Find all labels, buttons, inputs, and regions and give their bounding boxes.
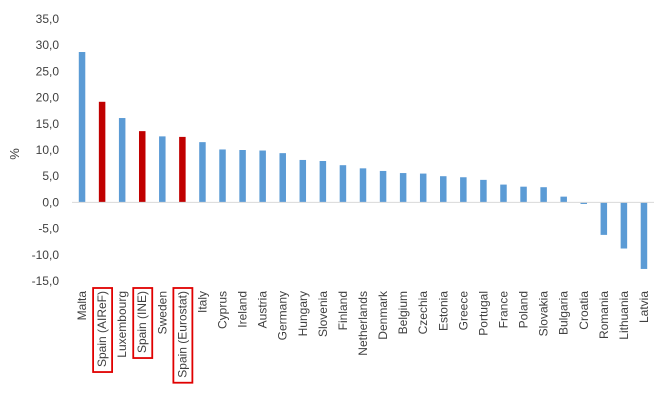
- x-tick-label-austria: Austria: [256, 291, 270, 329]
- x-tick-label-malta: Malta: [75, 291, 89, 321]
- x-tick-label-france: France: [496, 291, 510, 329]
- x-tick-label-denmark: Denmark: [376, 290, 390, 340]
- x-tick-label-spain-ine: Spain (INE): [135, 291, 149, 353]
- x-tick-label-bulgaria: Bulgaria: [557, 291, 571, 335]
- bar-estonia: [440, 176, 447, 203]
- bar-malta: [78, 52, 86, 203]
- bar-poland: [520, 186, 527, 203]
- x-tick-label-greece: Greece: [456, 291, 470, 331]
- x-tick-label-sweden: Sweden: [155, 291, 169, 334]
- bar-france: [500, 184, 507, 203]
- y-tick-label: 20,0: [36, 91, 60, 105]
- y-tick-label: 30,0: [36, 38, 60, 52]
- bar-spain-airef: [98, 101, 106, 203]
- bar-portugal: [480, 179, 487, 203]
- x-tick-label-cyprus: Cyprus: [216, 291, 230, 329]
- x-tick-label-germany: Germany: [276, 291, 290, 340]
- x-tick-label-czechia: Czechia: [416, 291, 430, 335]
- bar-slovenia: [319, 161, 327, 203]
- y-tick-label: 10,0: [36, 143, 60, 157]
- x-tick-label-poland: Poland: [517, 291, 531, 328]
- y-axis-ticks: 35,0 30,0 25,0 20,0 15,0 10,0 5,0 0,0 -5,0 -10,0 -…: [32, 12, 60, 288]
- bar-cyprus: [219, 149, 226, 203]
- x-tick-label-hungary: Hungary: [296, 291, 310, 336]
- bar-ireland: [239, 150, 246, 203]
- highlight-box-spain-ine: [132, 287, 154, 359]
- bar-italy: [199, 142, 206, 203]
- x-tick-label-latvia: Latvia: [637, 291, 651, 323]
- x-tick-label-finland: Finland: [336, 291, 350, 330]
- y-tick-label: -10,0: [32, 248, 60, 262]
- bar-germany: [279, 153, 286, 203]
- bar-latvia: [640, 202, 648, 269]
- x-tick-label-slovakia: Slovakia: [537, 291, 551, 337]
- bar-spain-ine: [138, 131, 146, 203]
- y-tick-label: 35,0: [36, 12, 60, 26]
- x-tick-label-netherlands: Netherlands: [356, 291, 370, 356]
- x-tick-label-luxembourg: Luxembourg: [115, 291, 129, 358]
- bar-austria: [259, 150, 266, 203]
- bar-belgium: [399, 173, 407, 203]
- bar-spain-eurostat: [179, 136, 186, 203]
- y-tick-label: 15,0: [36, 117, 60, 131]
- x-tick-label-romania: Romania: [597, 291, 611, 339]
- x-tick-label-portugal: Portugal: [476, 291, 490, 336]
- x-axis-labels: Malta Spain (AIReF) Luxembourg Spain (INE) S…: [75, 287, 651, 384]
- x-tick-label-croatia: Croatia: [577, 291, 591, 330]
- bar-finland: [339, 165, 347, 203]
- bars: [78, 52, 648, 269]
- bar-slovakia: [540, 187, 547, 203]
- x-tick-label-ireland: Ireland: [236, 291, 250, 328]
- x-tick-label-italy: Italy: [195, 291, 209, 313]
- bar-czechia: [419, 173, 427, 203]
- bar-netherlands: [359, 168, 367, 203]
- bar-greece: [460, 177, 467, 203]
- bar-luxembourg: [118, 118, 126, 203]
- bar-sweden: [159, 136, 166, 203]
- bar-denmark: [379, 170, 387, 203]
- x-tick-label-lithuania: Lithuania: [617, 291, 631, 340]
- y-tick-label: 5,0: [42, 169, 59, 183]
- bar-hungary: [299, 159, 307, 203]
- bar-croatia: [580, 202, 588, 204]
- x-tick-label-estonia: Estonia: [436, 291, 450, 331]
- y-tick-label: 0,0: [42, 195, 59, 209]
- bar-romania: [600, 202, 608, 235]
- x-tick-label-spain-airef: Spain (AIReF): [95, 291, 109, 367]
- bar-bulgaria: [560, 196, 567, 203]
- bar-lithuania: [620, 202, 628, 249]
- x-tick-label-slovenia: Slovenia: [316, 291, 330, 337]
- x-tick-label-spain-eurostat: Spain (Eurostat): [175, 291, 189, 378]
- y-tick-label: 25,0: [36, 64, 60, 78]
- highlight-box-spain-eurostat: [172, 287, 194, 384]
- y-tick-label: -5,0: [38, 222, 59, 236]
- y-tick-label: -15,0: [32, 274, 60, 288]
- x-tick-label-belgium: Belgium: [396, 291, 410, 334]
- highlight-box-spain-airef: [92, 287, 114, 373]
- y-axis-label: %: [7, 148, 22, 160]
